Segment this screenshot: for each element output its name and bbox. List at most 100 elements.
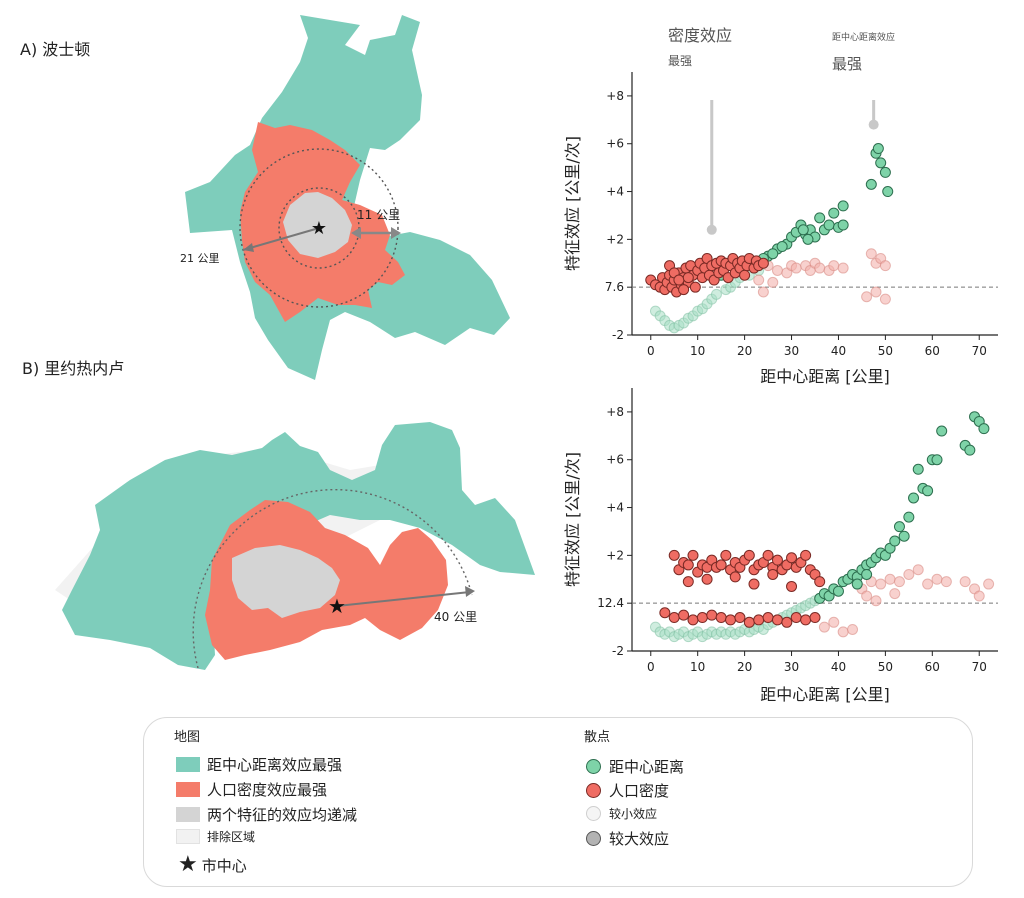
legend-label-density: 人口密度效应最强 [207, 781, 328, 799]
distance-point-strong [832, 585, 844, 597]
distance-point-strong [837, 219, 849, 231]
density-point-strong [701, 573, 713, 585]
y-tick-label: +2 [606, 232, 624, 246]
density-point-weak [828, 616, 840, 628]
distance-point-strong [889, 535, 901, 547]
legend-scatter-item-small: 较小效应 [586, 805, 657, 822]
y-tick-label: 12.4 [597, 596, 624, 610]
map-a-outer-arrow [242, 227, 320, 251]
density-point-strong [767, 568, 779, 580]
legend-city-center-label: 市中心 [201, 856, 247, 875]
x-tick-label: 50 [878, 660, 893, 674]
density-point-strong [668, 612, 680, 624]
density-point-strong [814, 576, 826, 588]
chart-rio: 0 10 20 30 40 50 60 70 -2 12.4 +2 +4 +6 +8 距中心距离 [公里] 特… [563, 388, 998, 704]
density-point-strong [715, 612, 727, 624]
density-point-weak [983, 578, 995, 590]
distance-point-strong [797, 224, 809, 236]
distance-point-strong [837, 200, 849, 212]
x-tick-label: 10 [690, 660, 705, 674]
density-point-strong [687, 549, 699, 561]
density-point-strong [659, 607, 671, 619]
legend-star-icon: ★ [178, 852, 198, 877]
density-point-strong [800, 549, 812, 561]
density-point-weak [861, 590, 873, 602]
y-tick-label: -2 [612, 644, 624, 658]
legend-scatter-item-density: 人口密度 [586, 780, 669, 801]
legend-city-center: ★ 市中心 [178, 854, 247, 876]
distance-point-strong [802, 233, 814, 245]
x-axis-label: 距中心距离 [公里] [760, 685, 890, 704]
density-point-weak [861, 291, 873, 303]
map-a-outer-radius-label: 21 公里 [180, 252, 220, 265]
legend-box: 地图 距中心距离效应最强 人口密度效应最强 两个特征的效应均递减 排除区域 ★ … [143, 717, 973, 887]
x-tick-label: 20 [737, 344, 752, 358]
density-point-strong [715, 559, 727, 571]
panel-a-label: A) 波士顿 [20, 40, 90, 59]
legend-dot-small [586, 806, 601, 821]
map-b-radius-label: 40 公里 [434, 610, 477, 624]
distance-point-strong [931, 454, 943, 466]
map-b-radius-arrowhead [465, 586, 475, 597]
x-tick-label: 40 [831, 344, 846, 358]
distance-point-strong [978, 423, 990, 435]
map-a-inner-arrowhead-right [391, 227, 401, 239]
legend-swatch-density [176, 782, 200, 797]
map-boston: 11 公里 21 公里 ★ [180, 15, 510, 380]
distance-point-strong [861, 568, 873, 580]
density-point-weak [828, 260, 840, 272]
density-point-weak [893, 576, 905, 588]
y-axis-label: 特征效应 [公里/次] [563, 452, 582, 587]
density-point-strong [786, 580, 798, 592]
legend-scatter-label-density: 人口密度 [609, 782, 670, 800]
density-point-weak [959, 576, 971, 588]
distance-point-strong [908, 492, 920, 504]
density-point-strong [696, 612, 708, 624]
x-tick-label: 30 [784, 344, 799, 358]
map-b-city-center-star-icon: ★ [328, 594, 346, 618]
density-point-strong [689, 281, 701, 293]
density-point-strong [757, 257, 769, 269]
legend-map-item-both: 两个特征的效应均递减 [176, 804, 357, 825]
density-point-strong [809, 612, 821, 624]
legend-label-both: 两个特征的效应均递减 [207, 806, 358, 824]
density-point-weak [757, 286, 769, 298]
y-tick-label: 7.6 [605, 280, 624, 294]
map-rio: 40 公里 ★ [55, 422, 535, 670]
density-point-weak [879, 293, 891, 305]
density-annotation-arrowhead [706, 224, 717, 235]
y-tick-label: +8 [606, 89, 624, 103]
density-point-strong [706, 609, 718, 621]
density-point-weak [847, 623, 859, 635]
distance-annotation-arrowhead [868, 119, 879, 130]
annotation-distance-title: 距中心距离效应 [832, 31, 895, 43]
density-point-weak [940, 576, 952, 588]
density-point-strong [786, 552, 798, 564]
density-point-strong [687, 614, 699, 626]
legend-label-distance: 距中心距离效应最强 [207, 756, 343, 774]
density-point-strong [748, 578, 760, 590]
x-tick-label: 40 [831, 660, 846, 674]
density-point-weak [973, 590, 985, 602]
density-point-strong [668, 549, 680, 561]
density-point-weak [903, 568, 915, 580]
density-point-strong [725, 614, 737, 626]
map-b-both-region [232, 545, 340, 618]
legend-dot-distance [586, 759, 601, 774]
map-a-city-center-star-icon: ★ [311, 218, 327, 239]
x-tick-label: 20 [737, 660, 752, 674]
x-tick-label: 70 [972, 660, 987, 674]
density-point-weak [884, 573, 896, 585]
legend-dot-large [586, 831, 601, 846]
density-point-strong [682, 272, 694, 284]
legend-dot-density [586, 783, 601, 798]
density-point-weak [875, 578, 887, 590]
distance-point-strong [872, 143, 884, 155]
map-a-inner-radius-label: 11 公里 [357, 208, 400, 222]
density-point-weak [922, 578, 934, 590]
density-point-strong [771, 614, 783, 626]
x-tick-label: 10 [690, 344, 705, 358]
distance-point-strong [912, 463, 924, 475]
legend-scatter-item-distance: 距中心距离 [586, 756, 684, 777]
legend-scatter-label-small: 较小效应 [609, 807, 658, 821]
